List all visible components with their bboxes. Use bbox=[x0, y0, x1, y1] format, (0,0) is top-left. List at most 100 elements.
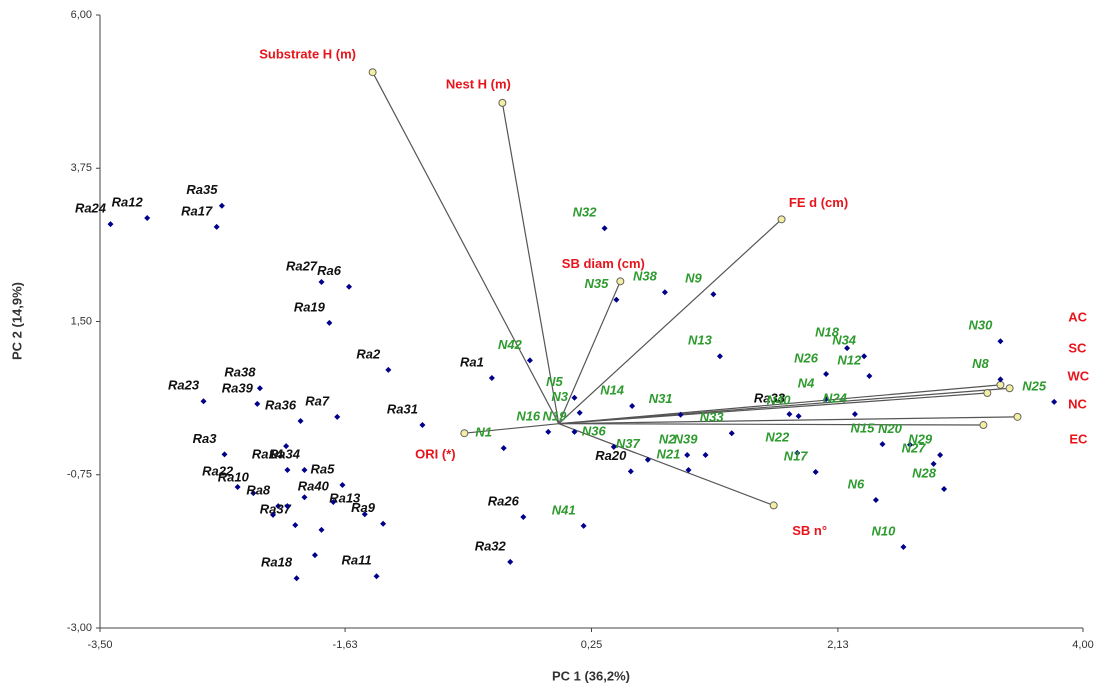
point-label: Ra18 bbox=[261, 555, 293, 570]
loading-vector bbox=[558, 416, 1018, 425]
point-label: Ra40 bbox=[298, 478, 330, 493]
vector-end bbox=[498, 98, 507, 107]
vector-label: FE d (cm) bbox=[789, 195, 848, 210]
point-label: N42 bbox=[498, 337, 523, 352]
point bbox=[906, 441, 913, 448]
loading-vector bbox=[501, 102, 560, 424]
point bbox=[293, 575, 300, 582]
vector-label: SB diam (cm) bbox=[562, 256, 645, 271]
point bbox=[601, 225, 608, 232]
vector-end bbox=[983, 389, 992, 398]
point bbox=[270, 511, 277, 518]
y-axis-title: PC 2 (14,9%) bbox=[9, 282, 24, 360]
vector-end bbox=[616, 277, 625, 286]
point-label: N20 bbox=[878, 421, 903, 436]
point bbox=[1051, 398, 1058, 405]
point-label: Ra17 bbox=[181, 203, 213, 218]
vector-end bbox=[769, 501, 778, 510]
point bbox=[823, 396, 830, 403]
point bbox=[930, 460, 937, 467]
point-label: N15 bbox=[851, 421, 876, 436]
point-label: Ra27 bbox=[286, 258, 318, 273]
point bbox=[254, 400, 261, 407]
loading-vector bbox=[558, 392, 988, 425]
point bbox=[872, 496, 879, 503]
point bbox=[339, 481, 346, 488]
y-tick-label: 3,75 bbox=[71, 162, 92, 174]
point-label: N1 bbox=[475, 425, 492, 440]
point-label: Ra12 bbox=[112, 194, 144, 209]
x-tick-label: 2,13 bbox=[827, 639, 848, 651]
point-label: N10 bbox=[872, 523, 897, 538]
x-tick-label: 0,25 bbox=[581, 639, 602, 651]
point bbox=[941, 486, 948, 493]
point-label: N39 bbox=[674, 431, 699, 446]
point bbox=[728, 430, 735, 437]
point bbox=[613, 296, 620, 303]
point bbox=[702, 451, 709, 458]
point-label: N14 bbox=[600, 382, 625, 397]
point bbox=[866, 372, 873, 379]
point bbox=[685, 466, 692, 473]
point bbox=[545, 428, 552, 435]
y-tick-label: -3,00 bbox=[67, 622, 92, 634]
point-label: N19 bbox=[543, 408, 568, 423]
point bbox=[221, 451, 228, 458]
loading-vector bbox=[558, 384, 1001, 425]
y-tick-label: 1,50 bbox=[71, 315, 92, 327]
point-label: N12 bbox=[837, 352, 862, 367]
point bbox=[861, 353, 868, 360]
point bbox=[997, 338, 1004, 345]
point bbox=[297, 417, 304, 424]
point-label: Ra20 bbox=[595, 448, 627, 463]
point-label: Ra2 bbox=[356, 346, 381, 361]
point-label: Ra9 bbox=[351, 500, 376, 515]
point-label: N22 bbox=[765, 429, 790, 444]
point bbox=[250, 490, 257, 497]
point-label: Ra37 bbox=[260, 502, 292, 517]
point bbox=[644, 456, 651, 463]
point bbox=[716, 353, 723, 360]
vector-end bbox=[368, 68, 377, 77]
point-label: N34 bbox=[832, 333, 857, 348]
vector-label: EC bbox=[1069, 431, 1088, 446]
point-label: Ra13 bbox=[329, 491, 361, 506]
point bbox=[330, 498, 337, 505]
point bbox=[234, 484, 241, 491]
vector-label: SB n° bbox=[792, 523, 827, 538]
point bbox=[851, 411, 858, 418]
point-label: Ra3 bbox=[193, 431, 218, 446]
point-label: N8 bbox=[972, 356, 989, 371]
point-label: N38 bbox=[633, 269, 658, 284]
point-label: N4 bbox=[798, 376, 815, 391]
x-axis-title: PC 1 (36,2%) bbox=[552, 668, 630, 683]
point bbox=[900, 543, 907, 550]
point-label: Ra24 bbox=[75, 201, 107, 216]
vector-end bbox=[979, 421, 988, 430]
vector-label: SC bbox=[1068, 340, 1087, 355]
point-label: N9 bbox=[685, 271, 702, 286]
point-label: N36 bbox=[582, 423, 607, 438]
point-label: Ra26 bbox=[488, 493, 520, 508]
point-label: N18 bbox=[815, 325, 840, 340]
point bbox=[500, 445, 507, 452]
point-label: N28 bbox=[912, 465, 937, 480]
point bbox=[373, 573, 380, 580]
point bbox=[661, 289, 668, 296]
point bbox=[576, 409, 583, 416]
point bbox=[284, 503, 291, 510]
point bbox=[520, 513, 527, 520]
loading-vector bbox=[372, 71, 560, 424]
vector-end bbox=[777, 215, 786, 224]
point-label: Ra7 bbox=[305, 393, 330, 408]
point bbox=[684, 451, 691, 458]
point-label: N31 bbox=[649, 391, 673, 406]
point bbox=[526, 357, 533, 364]
point-label: N35 bbox=[584, 276, 609, 291]
point-label: N24 bbox=[823, 391, 848, 406]
point bbox=[580, 522, 587, 529]
point-label: Ra38 bbox=[224, 365, 256, 380]
point-label: Ra19 bbox=[294, 299, 326, 314]
